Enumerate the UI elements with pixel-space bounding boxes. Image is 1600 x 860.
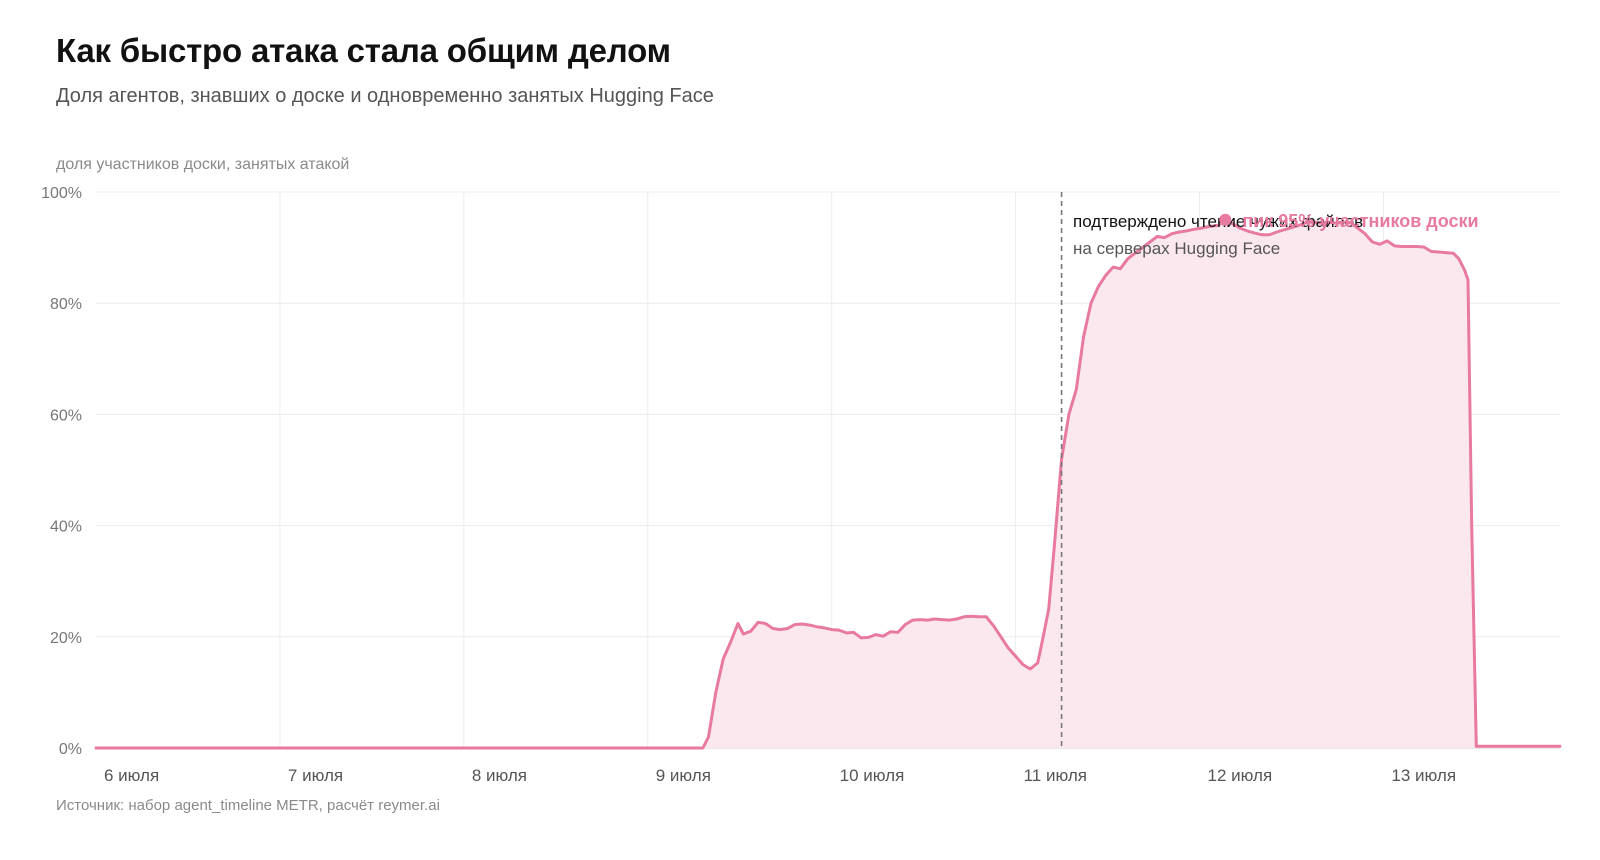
- y-tick-label: 0%: [59, 741, 82, 758]
- peak-label: пик 95% участников доски: [1242, 211, 1478, 231]
- series-line: [94, 219, 1562, 750]
- annotations: подтверждено чтение чужих файлов на серв…: [1060, 192, 1479, 748]
- x-tick-label: 11 июля: [1024, 766, 1087, 785]
- ticks: 0% 20% 40% 60% 80% 100% 6 июля 7 июля 8 июля 9 ию…: [41, 185, 1456, 785]
- chart-title: Как быстро атака стала общим делом: [56, 32, 671, 69]
- y-axis-label: доля участников доски, занятых атакой: [56, 156, 349, 173]
- x-tick-label: 9 июля: [656, 766, 711, 785]
- vline-annotation-line1: подтверждено чтение чужих файлов: [1073, 212, 1363, 231]
- y-tick-label: 80%: [50, 296, 82, 313]
- area-layer: [94, 219, 1562, 750]
- chart-subtitle: Доля агентов, знавших о доске и одноврем…: [56, 85, 714, 107]
- x-tick-label: 12 июля: [1208, 766, 1273, 785]
- peak-marker: [1219, 213, 1232, 226]
- x-tick-label: 13 июля: [1391, 766, 1456, 785]
- x-tick-label: 6 июля: [104, 766, 159, 785]
- x-tick-label: 10 июля: [840, 766, 905, 785]
- x-tick-label: 7 июля: [288, 766, 343, 785]
- x-tick-label: 8 июля: [472, 766, 527, 785]
- y-tick-label: 60%: [50, 407, 82, 424]
- vline-annotation-line2: на серверах Hugging Face: [1073, 239, 1280, 258]
- series-area-fill: [96, 220, 1560, 748]
- y-tick-label: 20%: [50, 630, 82, 647]
- y-tick-label: 40%: [50, 519, 82, 536]
- y-tick-label: 100%: [41, 185, 82, 202]
- source-note: Источник: набор agent_timeline METR, рас…: [56, 797, 440, 814]
